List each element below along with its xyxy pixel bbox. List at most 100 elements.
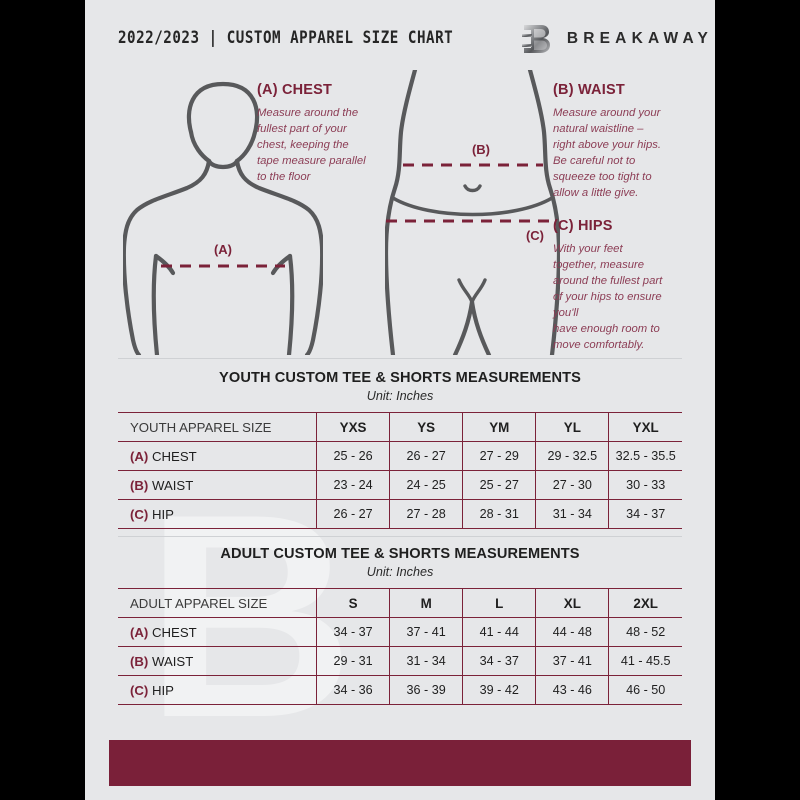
youth-r1-c0: 23 - 24 — [315, 470, 390, 500]
info-hips-body: With your feet together, measure around … — [553, 243, 663, 352]
waist-line-label: (B) — [472, 142, 490, 157]
size-chart-page: B 2022/2023 | CUSTOM APPAREL SIZE CHART — [85, 0, 715, 800]
row-tag: (C) — [130, 506, 149, 522]
right-armpit — [270, 253, 293, 276]
adult-col-2: L — [462, 588, 536, 618]
youth-r1-c3: 27 - 30 — [535, 470, 609, 500]
youth-r2-c2: 28 - 31 — [462, 499, 536, 529]
row-label: HIP — [151, 506, 174, 522]
youth-col-4: YXL — [608, 412, 682, 442]
adult-r1-c2: 34 - 37 — [462, 646, 536, 676]
upper-body-figure: (A) — [123, 81, 323, 355]
adult-r1-c4: 41 - 45.5 — [608, 646, 682, 676]
left-leg-inner — [452, 299, 475, 355]
youth-table-unit: Unit: Inches — [366, 389, 434, 403]
page-header: 2022/2023 | CUSTOM APPAREL SIZE CHART — [85, 22, 715, 62]
chest-line-label: (A) — [214, 242, 232, 257]
left-shoulder-outline — [123, 158, 212, 249]
adult-r1-c3: 37 - 41 — [535, 646, 609, 676]
youth-col-3: YL — [535, 412, 609, 442]
adult-r0-c3: 44 - 48 — [535, 617, 609, 647]
crotch-outline — [457, 278, 487, 304]
youth-r0-c0: 25 - 26 — [315, 441, 390, 471]
info-waist-title: (B) WAIST — [553, 82, 625, 98]
adult-r0-c1: 37 - 41 — [389, 617, 463, 647]
left-arm-outline — [123, 243, 142, 355]
youth-r2-c1: 27 - 28 — [389, 499, 463, 529]
youth-r0-c4: 32.5 - 35.5 — [608, 441, 682, 471]
youth-col-2: YM — [462, 412, 536, 442]
row-tag: (B) — [130, 477, 149, 493]
table-header-row: YOUTH APPAREL SIZE YXS YS YM YL YXL — [118, 412, 682, 442]
adult-row-2-label: (C) HIP — [118, 675, 317, 705]
adult-r2-c2: 39 - 42 — [462, 675, 536, 705]
chin-outline — [206, 158, 240, 170]
adult-r1-c1: 31 - 34 — [389, 646, 463, 676]
hip-line-label: (C) — [526, 228, 544, 243]
youth-r1-c4: 30 - 33 — [608, 470, 682, 500]
section-divider-youth — [118, 358, 682, 359]
adult-size-table: ADULT APPAREL SIZE S M L XL 2XL (A) CHES… — [118, 588, 682, 705]
right-leg-inner — [469, 299, 492, 355]
table-row: (A) CHEST 34 - 37 37 - 41 41 - 44 44 - 4… — [118, 617, 682, 647]
youth-r2-c4: 34 - 37 — [608, 499, 682, 529]
footer-accent-bar — [109, 740, 691, 786]
table-header-row: ADULT APPAREL SIZE S M L XL 2XL — [118, 588, 682, 618]
left-torso-side — [151, 253, 160, 355]
adult-col-1: M — [389, 588, 463, 618]
table-row: (B) WAIST 29 - 31 31 - 34 34 - 37 37 - 4… — [118, 646, 682, 676]
youth-col-1: YS — [389, 412, 463, 442]
navel-mark — [463, 184, 482, 193]
row-tag: (C) — [130, 682, 149, 698]
page-title: 2022/2023 | CUSTOM APPAREL SIZE CHART — [118, 28, 454, 47]
youth-col-0: YXS — [315, 412, 390, 442]
info-block-waist: (B) WAIST Measure around your natural wa… — [553, 82, 703, 201]
youth-row-0-label: (A) CHEST — [118, 441, 317, 471]
youth-row-2-label: (C) HIP — [118, 499, 317, 529]
youth-r0-c2: 27 - 29 — [462, 441, 536, 471]
breakaway-b-monogram-icon — [521, 25, 550, 53]
info-block-hips: (C) HIPS With your feet together, measur… — [553, 218, 703, 353]
adult-header-label: ADULT APPAREL SIZE — [118, 588, 317, 618]
table-row: (C) HIP 34 - 36 36 - 39 39 - 42 43 - 46 … — [118, 675, 682, 705]
youth-r0-c3: 29 - 32.5 — [535, 441, 609, 471]
youth-table-title: YOUTH CUSTOM TEE & SHORTS MEASUREMENTS — [219, 370, 581, 386]
brand-name: BREAKAWAY — [566, 30, 713, 47]
adult-r2-c3: 43 - 46 — [535, 675, 609, 705]
info-hips-title: (C) HIPS — [553, 218, 613, 234]
youth-measurements-block: YOUTH CUSTOM TEE & SHORTS MEASUREMENTS U… — [118, 370, 682, 529]
youth-r2-c3: 31 - 34 — [535, 499, 609, 529]
row-label: WAIST — [151, 653, 194, 669]
table-row: (B) WAIST 23 - 24 24 - 25 25 - 27 27 - 3… — [118, 470, 682, 500]
youth-row-1-label: (B) WAIST — [118, 470, 317, 500]
row-label: CHEST — [151, 448, 197, 464]
adult-r2-c4: 46 - 50 — [608, 675, 682, 705]
head-outline-left — [188, 129, 212, 164]
table-row: (A) CHEST 25 - 26 26 - 27 27 - 29 29 - 3… — [118, 441, 682, 471]
youth-r1-c1: 24 - 25 — [389, 470, 463, 500]
right-shoulder-outline — [234, 158, 323, 249]
row-tag: (B) — [130, 653, 149, 669]
row-tag: (A) — [130, 448, 149, 464]
adult-col-3: XL — [535, 588, 609, 618]
adult-table-unit: Unit: Inches — [366, 565, 434, 579]
youth-size-table: YOUTH APPAREL SIZE YXS YS YM YL YXL (A) … — [118, 412, 682, 529]
youth-header-label: YOUTH APPAREL SIZE — [118, 412, 317, 442]
right-hip-outline — [527, 70, 560, 355]
adult-col-0: S — [315, 588, 390, 618]
row-label: HIP — [151, 682, 174, 698]
adult-measurements-block: ADULT CUSTOM TEE & SHORTS MEASUREMENTS U… — [118, 546, 682, 705]
adult-table-title: ADULT CUSTOM TEE & SHORTS MEASUREMENTS — [220, 546, 580, 562]
info-chest-body: Measure around the fullest part of your … — [257, 107, 366, 184]
adult-row-1-label: (B) WAIST — [118, 646, 317, 676]
youth-r0-c1: 26 - 27 — [389, 441, 463, 471]
info-block-chest: (A) CHEST Measure around the fullest par… — [257, 82, 407, 185]
lower-body-figure: (B) (C) — [385, 70, 560, 355]
right-arm-outline — [304, 243, 323, 355]
left-armpit — [153, 253, 176, 276]
adult-r0-c2: 41 - 44 — [462, 617, 536, 647]
adult-r2-c0: 34 - 36 — [315, 675, 390, 705]
adult-r1-c0: 29 - 31 — [315, 646, 390, 676]
row-tag: (A) — [130, 624, 149, 640]
measurement-illustrations: (A) (B) (C) — [85, 70, 715, 355]
